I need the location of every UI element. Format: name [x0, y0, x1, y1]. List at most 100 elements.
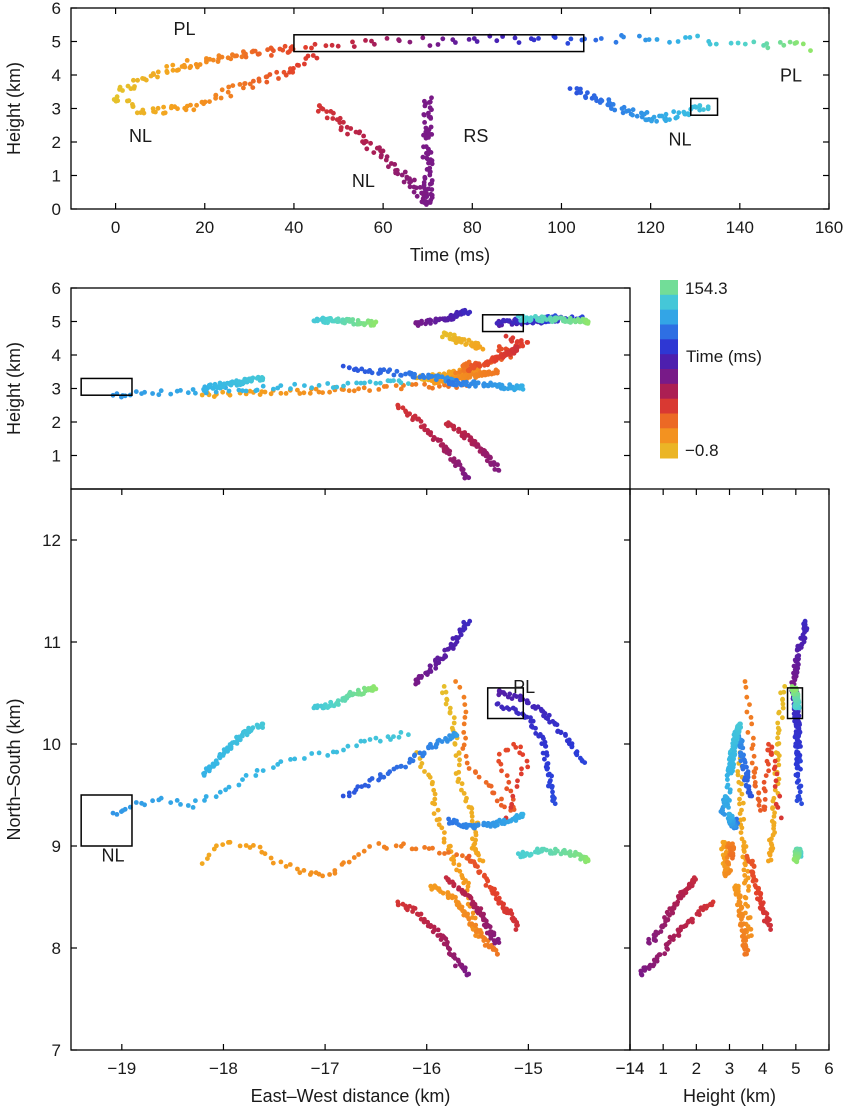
data-point — [612, 107, 618, 113]
data-point — [769, 752, 774, 757]
data-point — [593, 37, 599, 43]
data-point — [356, 130, 362, 136]
data-point — [508, 805, 514, 810]
data-point — [667, 39, 672, 45]
data-point — [302, 383, 307, 388]
data-point — [174, 798, 180, 803]
data-point — [439, 739, 445, 744]
data-point — [394, 368, 400, 374]
data-point — [395, 403, 401, 409]
data-point — [418, 764, 423, 770]
data-point — [226, 84, 232, 90]
data-point — [292, 756, 298, 762]
data-point — [741, 843, 746, 849]
data-point — [341, 747, 346, 753]
data-point — [422, 381, 427, 387]
data-point — [440, 890, 446, 896]
data-point — [320, 390, 325, 395]
data-point — [406, 381, 411, 386]
data-point — [451, 720, 457, 726]
data-point — [794, 780, 800, 785]
data-point — [435, 437, 441, 442]
data-point — [771, 814, 777, 819]
data-point — [504, 773, 510, 778]
data-point — [483, 918, 489, 924]
data-point — [582, 760, 588, 765]
data-point — [240, 733, 245, 739]
data-point — [357, 690, 362, 696]
data-point — [548, 317, 553, 323]
data-point — [752, 770, 758, 775]
data-point — [366, 783, 371, 789]
y-axis-title: Height (km) — [4, 342, 24, 435]
data-point — [411, 189, 417, 195]
data-point — [516, 40, 522, 45]
data-point — [441, 836, 447, 842]
data-point — [283, 864, 289, 869]
data-point — [424, 194, 429, 200]
data-point — [424, 167, 430, 172]
x-tick-label: −17 — [311, 1059, 340, 1078]
data-point — [462, 715, 468, 720]
data-point — [194, 102, 200, 108]
data-point — [384, 846, 389, 851]
data-point — [795, 660, 800, 666]
data-point — [462, 626, 468, 631]
data-point — [762, 797, 768, 802]
data-point — [768, 841, 774, 846]
data-point — [364, 146, 370, 152]
data-point — [377, 145, 382, 151]
data-point — [362, 380, 367, 386]
data-point — [407, 903, 412, 909]
data-point — [428, 114, 433, 120]
data-point — [437, 850, 442, 856]
data-point — [226, 388, 232, 394]
data-point — [767, 852, 773, 858]
data-point — [613, 39, 619, 45]
data-point — [213, 389, 219, 395]
data-point — [259, 377, 265, 382]
data-point — [699, 906, 705, 911]
data-point — [740, 800, 746, 806]
data-point — [473, 832, 479, 838]
y-tick-label: 10 — [42, 735, 61, 754]
data-point — [429, 178, 435, 183]
data-point — [503, 333, 509, 339]
data-point — [518, 338, 524, 343]
data-point — [495, 462, 500, 468]
data-point — [738, 830, 744, 835]
region-box — [481, 314, 525, 333]
data-point — [133, 389, 139, 394]
data-point — [278, 859, 284, 865]
data-point — [295, 387, 300, 393]
data-point — [386, 164, 391, 170]
data-point — [536, 733, 542, 739]
data-point — [793, 743, 798, 749]
data-point — [423, 199, 429, 205]
plan-view-panel: −19 −18 −17 −16 −15 −14 7 8 9 10 11 12 PL NL East–West… — [4, 488, 644, 1106]
data-point — [796, 785, 802, 790]
x-tick-label: 0 — [111, 218, 120, 237]
data-point — [335, 698, 341, 703]
data-point — [651, 937, 657, 943]
data-point — [461, 337, 467, 342]
data-point — [120, 88, 125, 93]
y-axis-title: North–South (km) — [4, 698, 24, 840]
data-point — [442, 653, 448, 659]
data-point — [427, 774, 433, 780]
data-point — [237, 843, 243, 849]
data-point — [549, 785, 555, 790]
data-point — [513, 745, 519, 750]
data-point — [424, 155, 429, 161]
data-point — [796, 725, 802, 731]
data-point — [217, 380, 223, 386]
data-point — [707, 41, 713, 47]
data-point — [774, 771, 780, 777]
data-point — [741, 867, 747, 873]
data-point — [184, 58, 190, 63]
data-point — [748, 926, 754, 932]
data-point — [302, 61, 307, 67]
data-point — [515, 778, 520, 784]
x-tick-label: 100 — [547, 218, 575, 237]
